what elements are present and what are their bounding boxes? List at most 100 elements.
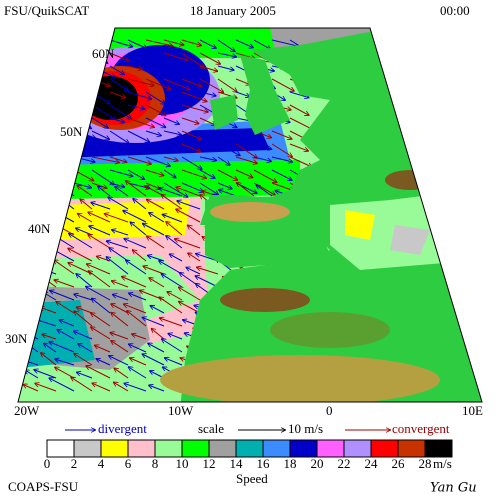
wind-arrow bbox=[35, 383, 57, 392]
wind-arrow bbox=[18, 307, 21, 314]
wind-arrow bbox=[19, 143, 36, 151]
wind-arrow bbox=[165, 358, 183, 366]
wind-arrow bbox=[163, 91, 178, 100]
wind-arrow bbox=[163, 117, 179, 124]
wind-arrow bbox=[34, 370, 57, 379]
wind-arrow bbox=[199, 143, 224, 149]
wind-arrow bbox=[162, 339, 183, 353]
wind-arrow bbox=[199, 91, 216, 96]
wind-arrow bbox=[199, 169, 215, 178]
wind-arrow bbox=[162, 274, 183, 288]
wind-arrow bbox=[109, 356, 129, 366]
wind-arrow bbox=[235, 39, 253, 48]
wind-arrow bbox=[18, 234, 21, 249]
header-left: FSU/QuikSCAT bbox=[4, 3, 89, 18]
lat-label: 30N bbox=[5, 331, 28, 346]
colorbar-label: 2 bbox=[71, 456, 78, 471]
wind-arrow bbox=[25, 370, 39, 379]
wind-arrow bbox=[168, 334, 183, 340]
colorbar-label: 10 bbox=[176, 456, 189, 471]
colorbar-label: 0 bbox=[44, 456, 51, 471]
wind-arrow bbox=[253, 39, 271, 49]
colorbar-box bbox=[100, 439, 129, 458]
wind-arrow bbox=[195, 276, 219, 288]
wind-arrow bbox=[55, 367, 75, 379]
wind-arrow bbox=[181, 78, 202, 87]
wind-arrow bbox=[91, 156, 119, 163]
wind-arrow bbox=[37, 91, 57, 105]
wind-arrow bbox=[111, 313, 129, 327]
wind-arrow bbox=[199, 117, 215, 125]
wind-arrow bbox=[73, 78, 88, 84]
wind-arrow bbox=[127, 169, 144, 179]
wind-arrow bbox=[129, 293, 147, 301]
wind-arrow bbox=[108, 197, 129, 210]
colorbar-label: 8 bbox=[152, 456, 159, 471]
legend-scale: scale bbox=[198, 421, 224, 436]
wind-arrow bbox=[163, 104, 182, 111]
colorbar: 0 2 4 6 8 10 12 14 16 18 20 22 24 26 28 m/s bbox=[44, 439, 453, 471]
colorbar-box bbox=[424, 439, 453, 458]
wind-arrow bbox=[73, 91, 91, 99]
wind-arrow bbox=[145, 156, 170, 166]
wind-arrow bbox=[179, 287, 201, 301]
wind-arrow bbox=[19, 39, 40, 48]
wind-arrow bbox=[235, 91, 250, 97]
wind-arrow bbox=[49, 378, 75, 392]
wind-arrow bbox=[69, 234, 93, 249]
wind-arrow bbox=[91, 130, 109, 139]
wind-arrow bbox=[18, 279, 21, 288]
wind-arrow bbox=[18, 318, 39, 327]
wind-arrow bbox=[87, 264, 111, 275]
colorbar-box bbox=[316, 439, 345, 458]
wind-arrow bbox=[19, 78, 40, 90]
lat-label: 40N bbox=[28, 221, 51, 236]
wind-arrow bbox=[105, 214, 129, 223]
wind-arrow bbox=[55, 359, 75, 366]
wind-arrow bbox=[199, 39, 216, 48]
footer-left: COAPS-FSU bbox=[8, 479, 79, 494]
wind-arrow bbox=[110, 333, 129, 340]
wind-arrow bbox=[89, 271, 111, 288]
lat-label: 50N bbox=[60, 124, 83, 139]
wind-arrow bbox=[147, 199, 165, 210]
wind-arrow bbox=[289, 104, 309, 115]
wind-arrow bbox=[188, 225, 201, 236]
wind-arrow bbox=[130, 358, 147, 366]
wind-arrow bbox=[175, 239, 201, 249]
wind-arrow bbox=[159, 188, 183, 197]
wind-arrow bbox=[92, 383, 111, 392]
wind-arrow bbox=[113, 295, 129, 301]
colorbar-label: 16 bbox=[257, 456, 271, 471]
wind-arrow bbox=[18, 183, 21, 197]
wind-arrow bbox=[78, 344, 93, 353]
wind-arrow bbox=[86, 366, 111, 379]
wind-arrow bbox=[142, 354, 165, 366]
colorbar-box bbox=[262, 439, 291, 458]
wind-arrow bbox=[19, 169, 35, 180]
wind-arrow bbox=[217, 169, 237, 180]
wind-arrow bbox=[20, 287, 39, 301]
wind-arrow bbox=[74, 331, 93, 340]
wind-arrow bbox=[161, 195, 183, 210]
wind-arrow bbox=[181, 182, 203, 192]
colorbar-label: 18 bbox=[284, 456, 297, 471]
wind-arrow bbox=[18, 208, 39, 223]
wind-arrow bbox=[129, 344, 147, 353]
wind-arrow bbox=[181, 169, 206, 178]
wind-arrow bbox=[18, 225, 21, 236]
wind-arrow bbox=[133, 199, 147, 210]
wind-arrow bbox=[179, 302, 201, 314]
wind-arrow bbox=[163, 169, 176, 178]
wind-arrow bbox=[181, 130, 202, 140]
wind-arrow bbox=[19, 182, 39, 191]
wind-arrow bbox=[107, 241, 129, 249]
wind-arrow bbox=[19, 91, 39, 96]
wind-arrow bbox=[19, 117, 37, 126]
wind-arrow bbox=[122, 277, 147, 288]
wind-arrow bbox=[109, 130, 129, 143]
wind-arrow bbox=[127, 65, 142, 69]
wind-arrow bbox=[19, 52, 38, 61]
wind-arrow bbox=[126, 181, 147, 197]
wind-arrow bbox=[19, 65, 44, 76]
